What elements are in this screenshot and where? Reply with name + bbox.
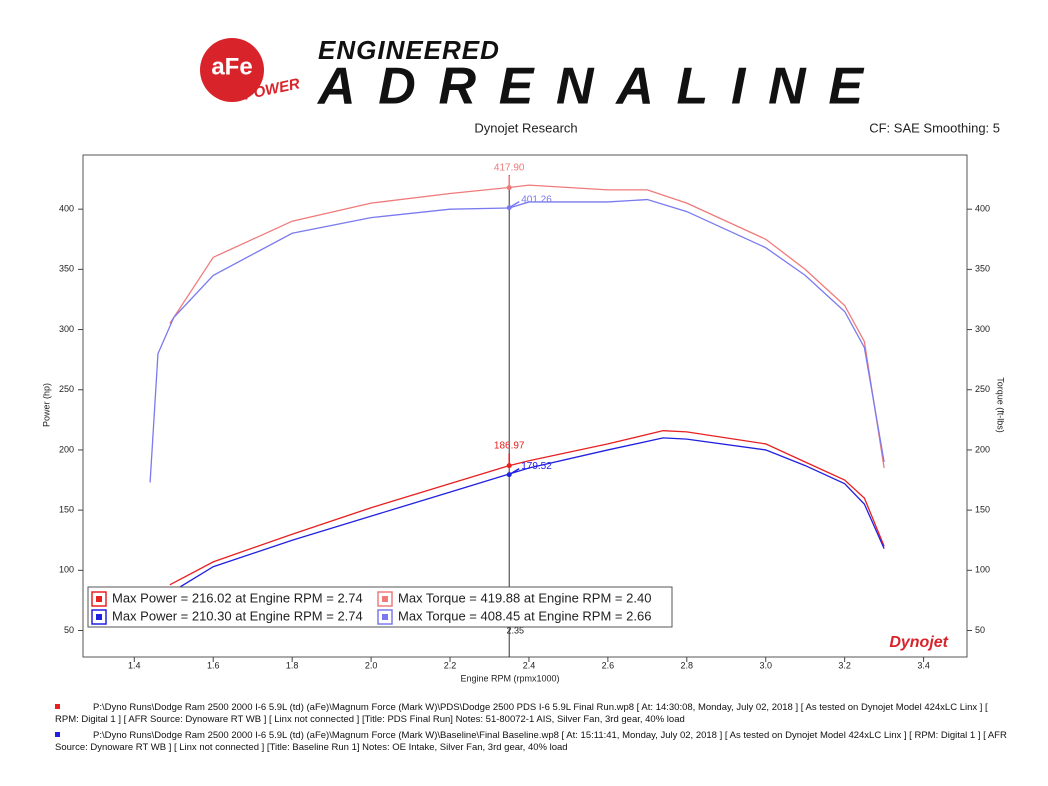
legend-swatch-inner	[96, 614, 102, 620]
y-axis-label: Power (hp)	[41, 383, 51, 427]
y2-tick-label: 100	[975, 565, 990, 575]
cursor-readout: 179.52	[521, 461, 552, 472]
x-tick-label: 2.8	[681, 660, 694, 670]
y2-axis-label: Torque (ft-lbs)	[996, 377, 1006, 433]
y-tick-label: 350	[59, 264, 74, 274]
headline: ADRENALINE	[316, 58, 864, 116]
watermark: Dynojet	[889, 634, 948, 651]
footnote: P:\Dyno Runs\Dodge Ram 2500 2000 I-6 5.9…	[55, 730, 1010, 754]
series-line	[149, 198, 885, 483]
plot-area	[82, 154, 968, 658]
x-tick-label: 3.2	[838, 660, 851, 670]
tagline: ENGINEERED	[318, 35, 500, 65]
cursor-point	[506, 185, 512, 191]
cursor-readout: 186.97	[494, 440, 525, 451]
y2-tick-label: 200	[975, 444, 990, 454]
cursor-point	[506, 463, 512, 469]
y2-tick-label: 350	[975, 264, 990, 274]
logo: aFe	[211, 53, 252, 80]
series-line	[149, 437, 885, 619]
y-tick-label: 300	[59, 324, 74, 334]
x-tick-label: 2.2	[444, 660, 457, 670]
x-tick-label: 1.4	[128, 660, 141, 670]
y2-tick-label: 250	[975, 384, 990, 394]
legend-label: Max Power = 210.30 at Engine RPM = 2.74	[112, 608, 363, 623]
footnote-swatch	[55, 732, 60, 737]
legend-label: Max Power = 216.02 at Engine RPM = 2.74	[112, 590, 363, 605]
legend-swatch-inner	[382, 596, 388, 602]
x-tick-label: 1.6	[207, 660, 220, 670]
x-tick-label: 2.6	[602, 660, 615, 670]
x-tick-label: 2.0	[365, 660, 378, 670]
x-axis-label: Engine RPM (rpmx1000)	[460, 673, 559, 683]
legend-label: Max Torque = 419.88 at Engine RPM = 2.40	[398, 590, 651, 605]
y2-tick-label: 300	[975, 324, 990, 334]
legend-swatch-inner	[382, 614, 388, 620]
footnote-text: P:\Dyno Runs\Dodge Ram 2500 2000 I-6 5.9…	[55, 702, 988, 725]
footnote-swatch	[55, 704, 60, 709]
logo-badge	[200, 38, 264, 102]
x-tick-label: 2.4	[523, 660, 536, 670]
legend-swatch-inner	[96, 596, 102, 602]
y2-tick-label: 400	[975, 204, 990, 214]
y-tick-label: 150	[59, 505, 74, 515]
series-line	[169, 430, 885, 586]
source: Dynojet Research	[474, 120, 577, 135]
footnote-text: P:\Dyno Runs\Dodge Ram 2500 2000 I-6 5.9…	[55, 730, 1007, 753]
cursor-readout: 417.90	[494, 162, 525, 173]
x-tick-label: 3.4	[917, 660, 930, 670]
x-tick-label: 1.8	[286, 660, 299, 670]
cursor-point	[506, 205, 512, 211]
y2-tick-label: 50	[975, 625, 985, 635]
cursor-readout: 401.26	[521, 194, 552, 205]
cursor-x-label: 2.35	[506, 625, 524, 635]
series-line	[169, 184, 885, 469]
y-tick-label: 100	[59, 565, 74, 575]
y-tick-label: 200	[59, 444, 74, 454]
y-tick-label: 50	[64, 625, 74, 635]
legend-label: Max Torque = 408.45 at Engine RPM = 2.66	[398, 608, 651, 623]
x-tick-label: 3.0	[759, 660, 772, 670]
footnote: P:\Dyno Runs\Dodge Ram 2500 2000 I-6 5.9…	[55, 702, 1010, 726]
y2-tick-label: 150	[975, 505, 990, 515]
correction: CF: SAE Smoothing: 5	[869, 120, 1000, 135]
y-tick-label: 400	[59, 204, 74, 214]
y-tick-label: 250	[59, 384, 74, 394]
cursor-point	[506, 472, 512, 478]
